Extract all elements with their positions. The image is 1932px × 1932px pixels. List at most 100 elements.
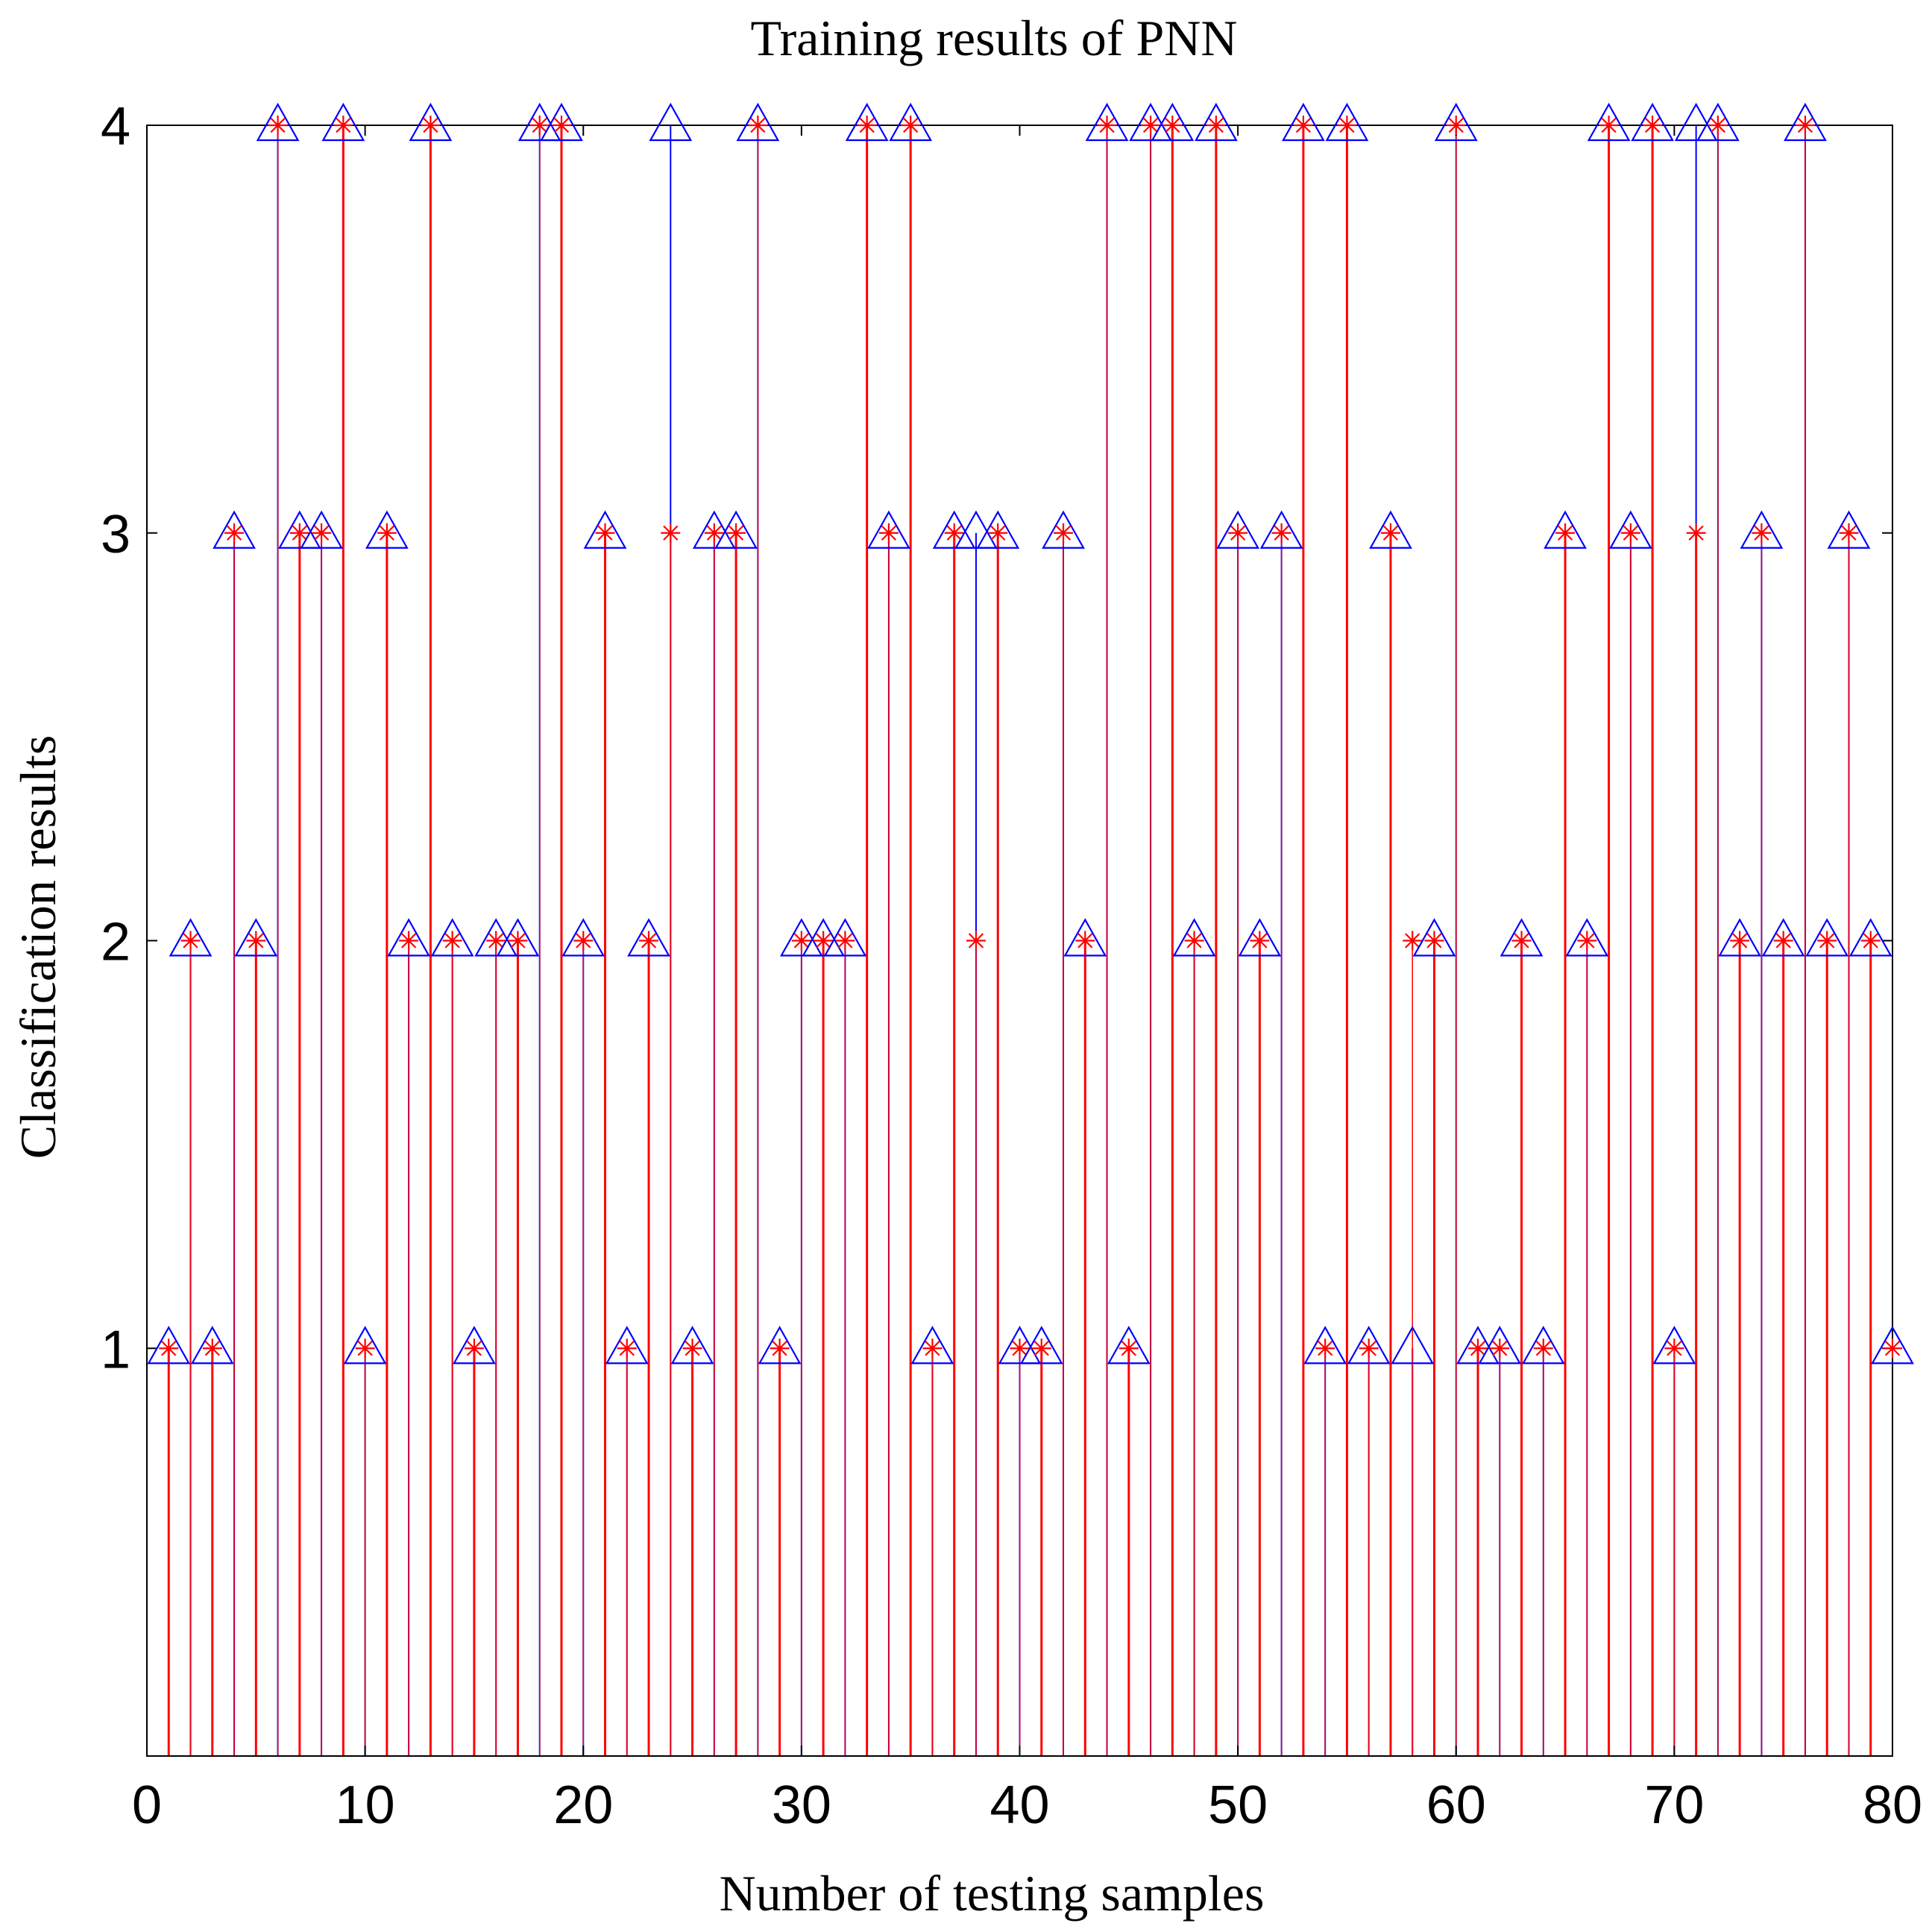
actual-marker <box>1042 510 1085 549</box>
actual-marker <box>321 102 365 142</box>
predicted-marker <box>1293 116 1313 135</box>
predicted-marker <box>1839 523 1859 543</box>
actual-marker <box>910 1326 954 1365</box>
actual-marker <box>1063 918 1107 957</box>
x-tick-label: 20 <box>553 1775 613 1835</box>
predicted-marker <box>486 931 506 951</box>
actual-marker <box>365 510 409 549</box>
actual-marker <box>605 1326 649 1365</box>
actual-marker <box>867 510 910 549</box>
actual-marker <box>1805 918 1849 957</box>
actual-marker <box>1587 102 1631 142</box>
predicted-marker <box>595 523 615 543</box>
predicted-marker <box>1380 523 1400 543</box>
predicted-marker <box>726 523 746 543</box>
actual-marker <box>1151 102 1195 142</box>
predicted-marker <box>988 523 1008 543</box>
actual-marker <box>1434 102 1478 142</box>
actual-marker <box>1784 102 1827 142</box>
actual-marker <box>1848 918 1892 957</box>
y-tick-label: 2 <box>101 913 130 972</box>
actual-marker <box>409 102 453 142</box>
predicted-marker <box>312 523 332 543</box>
actual-marker <box>802 918 846 957</box>
predicted-marker <box>1424 931 1444 951</box>
actual-marker <box>1456 1326 1500 1365</box>
actual-marker <box>300 510 343 549</box>
actual-marker <box>714 510 758 549</box>
predicted-marker <box>901 116 921 135</box>
actual-marker <box>692 510 736 549</box>
actual-marker <box>387 918 431 957</box>
x-tick-label: 10 <box>336 1775 395 1835</box>
predicted-marker <box>1773 931 1793 951</box>
actual-marker <box>213 510 256 549</box>
predicted-marker <box>1403 931 1423 951</box>
predicted-marker <box>1577 931 1597 951</box>
actual-marker <box>1303 1326 1347 1365</box>
predicted-marker <box>1337 116 1357 135</box>
actual-marker <box>1652 1326 1696 1365</box>
predicted-marker <box>966 931 986 951</box>
actual-marker <box>736 102 780 142</box>
actual-marker <box>649 102 693 142</box>
predicted-marker <box>573 931 594 951</box>
predicted-marker <box>1664 1338 1684 1359</box>
actual-marker <box>1325 102 1369 142</box>
predicted-marker <box>1010 1338 1030 1359</box>
actual-marker <box>779 918 823 957</box>
predicted-marker <box>1054 523 1074 543</box>
predicted-marker <box>922 1338 943 1359</box>
predicted-marker <box>159 1338 179 1359</box>
actual-marker <box>627 918 670 957</box>
predicted-marker <box>508 931 528 951</box>
predicted-marker <box>1315 1338 1335 1359</box>
actual-marker <box>1216 510 1260 549</box>
actual-marker <box>670 1326 714 1365</box>
predicted-marker <box>529 116 550 135</box>
actual-marker <box>343 1326 387 1365</box>
actual-marker <box>1478 1326 1522 1365</box>
chart-title: Training results of PNN <box>751 10 1238 66</box>
predicted-marker <box>551 116 571 135</box>
predicted-marker <box>1228 523 1248 543</box>
predicted-marker <box>1184 931 1204 951</box>
y-tick-label: 4 <box>101 97 130 157</box>
predicted-marker <box>682 1338 702 1359</box>
actual-marker <box>1740 510 1784 549</box>
predicted-marker <box>180 931 201 951</box>
actual-marker <box>1369 510 1412 549</box>
predicted-marker <box>442 931 462 951</box>
predicted-marker <box>1817 931 1837 951</box>
actual-marker <box>1172 918 1216 957</box>
actual-marker <box>1871 1326 1914 1365</box>
predicted-marker <box>1643 116 1663 135</box>
actual-marker <box>190 1326 234 1365</box>
predicted-marker <box>639 931 659 951</box>
y-tick-label: 1 <box>101 1320 130 1379</box>
predicted-marker <box>1555 523 1576 543</box>
actual-marker <box>474 918 518 957</box>
actual-marker <box>1412 918 1456 957</box>
predicted-marker <box>857 116 877 135</box>
actual-marker <box>496 918 540 957</box>
actual-marker <box>1391 1326 1435 1365</box>
predicted-marker <box>1860 931 1881 951</box>
actual-marker <box>1500 918 1544 957</box>
predicted-marker <box>224 523 245 543</box>
x-axis-label: Number of testing samples <box>720 1865 1265 1922</box>
predicted-marker <box>944 523 964 543</box>
predicted-marker <box>377 523 397 543</box>
data-markers <box>147 102 1914 1365</box>
actual-marker <box>1674 102 1718 142</box>
x-tick-label: 70 <box>1644 1775 1704 1835</box>
predicted-marker <box>770 1338 790 1359</box>
predicted-marker <box>1359 1338 1379 1359</box>
x-tick-label: 50 <box>1208 1775 1268 1835</box>
predicted-marker <box>1752 523 1772 543</box>
predicted-marker <box>1883 1338 1902 1359</box>
actual-marker <box>1282 102 1325 142</box>
actual-marker <box>845 102 889 142</box>
actual-marker <box>1259 510 1303 549</box>
actual-marker <box>1238 918 1282 957</box>
